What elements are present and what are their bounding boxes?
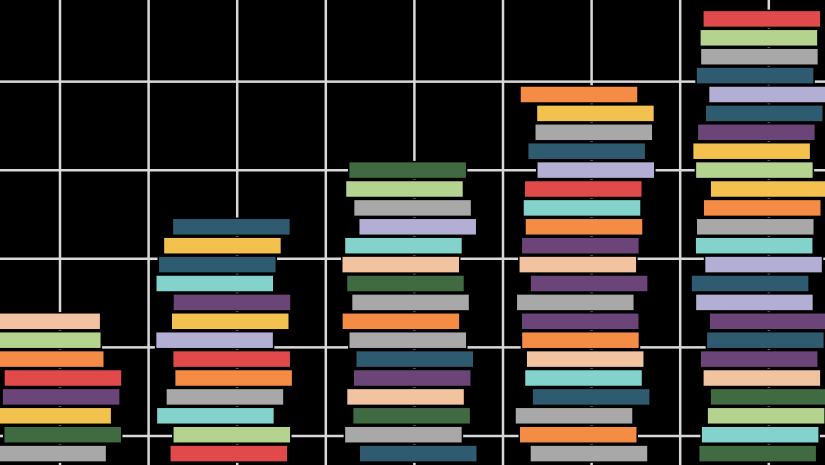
- book: [705, 330, 825, 350]
- book: [703, 255, 824, 274]
- book: [519, 85, 639, 104]
- book: [534, 123, 654, 142]
- book: [709, 179, 825, 199]
- book: [173, 368, 294, 388]
- book: [518, 255, 638, 274]
- book: [529, 444, 649, 463]
- book-stack: [0, 312, 123, 463]
- book-stack: [514, 85, 656, 463]
- book: [171, 349, 292, 369]
- book: [351, 406, 472, 426]
- book: [704, 104, 825, 123]
- book: [171, 217, 292, 237]
- book: [699, 28, 819, 48]
- book: [695, 217, 816, 237]
- book-stack: [341, 160, 478, 463]
- book: [355, 349, 475, 369]
- book: [0, 330, 103, 350]
- book: [694, 160, 815, 180]
- book: [702, 368, 822, 388]
- book: [1, 387, 121, 407]
- book: [347, 160, 468, 180]
- book: [172, 293, 292, 312]
- book-stack: [154, 217, 294, 463]
- book: [531, 387, 651, 407]
- book: [518, 425, 638, 444]
- book: [162, 236, 283, 255]
- book: [345, 274, 466, 293]
- book: [348, 330, 468, 350]
- book: [522, 198, 642, 218]
- book: [350, 293, 471, 312]
- book: [696, 123, 817, 142]
- book: [702, 198, 822, 218]
- book: [526, 141, 647, 161]
- book: [695, 66, 815, 85]
- book: [536, 160, 656, 180]
- book: [524, 217, 644, 237]
- book: [0, 406, 113, 426]
- book: [691, 141, 812, 161]
- book: [706, 406, 825, 426]
- book: [708, 312, 825, 331]
- book: [3, 368, 123, 388]
- book: [352, 198, 473, 218]
- book: [343, 425, 464, 444]
- book: [514, 406, 634, 426]
- book: [0, 444, 108, 463]
- book: [694, 293, 815, 312]
- book: [709, 387, 825, 407]
- book: [358, 444, 478, 463]
- book: [699, 349, 819, 369]
- book: [535, 104, 656, 123]
- book: [352, 368, 472, 388]
- book: [529, 274, 649, 293]
- book-stack: [690, 9, 825, 463]
- book: [694, 236, 814, 255]
- book: [525, 349, 645, 369]
- book: [343, 236, 464, 255]
- book: [0, 312, 102, 331]
- book: [697, 444, 818, 463]
- book: [172, 425, 292, 444]
- book: [154, 330, 275, 350]
- book: [155, 274, 275, 293]
- book: [702, 9, 822, 29]
- book: [520, 312, 640, 331]
- book: [344, 179, 465, 199]
- book: [0, 349, 106, 369]
- book: [2, 425, 123, 444]
- book: [700, 425, 820, 444]
- book: [520, 330, 641, 350]
- book: [341, 312, 461, 331]
- book: [520, 236, 641, 255]
- book: [345, 387, 466, 407]
- book: [699, 47, 820, 66]
- book: [515, 293, 636, 312]
- book: [157, 255, 278, 274]
- book: [523, 179, 644, 199]
- book: [523, 368, 644, 388]
- book: [341, 255, 461, 274]
- book: [169, 444, 289, 463]
- book: [357, 217, 478, 237]
- book: [155, 406, 276, 426]
- book: [170, 312, 291, 331]
- book: [165, 387, 285, 407]
- book: [690, 274, 810, 293]
- book: [707, 85, 825, 104]
